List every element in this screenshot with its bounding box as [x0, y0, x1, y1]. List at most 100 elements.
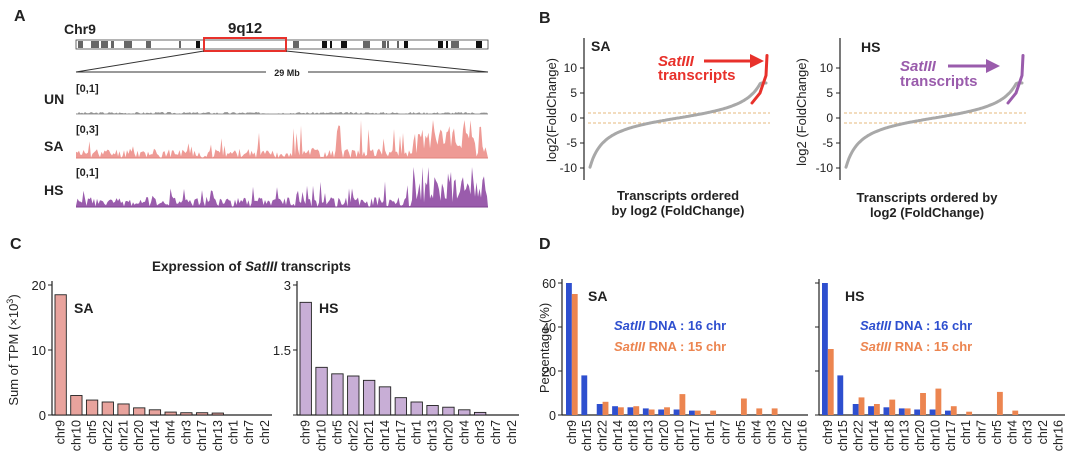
c2-xtick-label-chr17: chr17	[394, 420, 408, 451]
b2-x-label-line2: log2 (FoldChange)	[870, 205, 984, 220]
b1-y-ticks: 10 5 0 -5 -10	[560, 61, 584, 175]
c1-xtick-label-chr17: chr17	[195, 420, 209, 451]
ideogram-band-18	[446, 41, 448, 48]
d2-xtick-label-chr17: chr17	[944, 420, 958, 451]
d1-xtick-label-chr16: chr16	[795, 420, 809, 451]
ideogram-band-17	[438, 41, 443, 48]
c1-bar-chr5	[85, 399, 99, 416]
c2-bar-chr4	[458, 409, 471, 416]
ideogram-band-16	[404, 41, 408, 48]
b1-sorted-curve	[588, 81, 768, 169]
c2-xtick-label-chr1: chr1	[410, 420, 424, 444]
c2-bar-chr9	[299, 301, 312, 416]
track-range-hs: [0,1]	[76, 167, 99, 179]
d2-bar-rna-chr4	[1012, 410, 1019, 415]
d2-bar-dna-chr20	[914, 409, 921, 415]
d2-condition-label: HS	[845, 288, 864, 304]
d1-ytick-label-1: 20	[542, 365, 556, 379]
d2-xtick-label-chr4: chr4	[1005, 420, 1019, 444]
ideogram-band-13	[382, 41, 386, 48]
ideogram-band-4	[124, 41, 132, 48]
d2-xtick-label-chr5: chr5	[990, 420, 1004, 444]
d2-xtick-label-chr2: chr2	[1036, 420, 1050, 444]
d1-bar-dna-chr9	[566, 283, 572, 415]
chromosome-ideogram	[75, 39, 489, 50]
c1-bar-chr3	[180, 412, 193, 416]
d1-bar-rna-chr20	[664, 407, 670, 415]
d2-legend-dna: SatIII DNA : 16 chr	[860, 318, 972, 333]
d2-xtick-label-chr18: chr18	[882, 420, 896, 451]
ideogram-band-14	[387, 41, 389, 48]
d2-bar-dna-chr18	[883, 407, 890, 415]
c1-xtick-label-chr4: chr4	[164, 420, 178, 444]
d1-ytick-label-2: 40	[542, 321, 556, 335]
d2-bar-dna-chr14	[868, 406, 874, 415]
track-label-un: UN	[44, 91, 64, 107]
d2-bar-rna-chr9	[827, 349, 834, 415]
d2-bar-dna-chr17	[945, 410, 951, 415]
d1-xtick-label-chr4: chr4	[749, 420, 763, 444]
b1-gene-name: SatIII	[658, 53, 695, 70]
b1-ytick-label-1: 5	[570, 86, 577, 100]
d2-bar-rna-chr10	[935, 388, 942, 415]
b1-ytick-label-3: -5	[566, 136, 577, 150]
c2-xtick-label-chr2: chr2	[505, 420, 519, 444]
d1-bar-rna-chr18	[633, 406, 640, 415]
d2-bar-rna-chr14	[873, 404, 880, 415]
ideogram-band-0	[78, 41, 83, 48]
d1-xtick-label-chr7: chr7	[719, 420, 733, 444]
c1-xtick-label-chr20: chr20	[132, 420, 146, 451]
d1-xtick-label-chr1: chr1	[703, 420, 717, 444]
c2-bar-chr3	[473, 411, 487, 416]
d1-bar-rna-chr3	[771, 408, 778, 415]
d2-bar-dna-chr15	[837, 375, 844, 415]
d1-ytick-label-3: 60	[542, 277, 556, 291]
b1-arrow-head	[750, 54, 764, 68]
d2-bar-rna-chr18	[889, 399, 896, 415]
waterfall-plot-hs: 10 5 0 -5 -10 HS SatIII transcripts log2 (Fo…	[794, 38, 1026, 220]
d1-xtick-label-chr22: chr22	[596, 420, 610, 451]
b1-condition: SA	[591, 38, 610, 54]
c2-xtick-label-chr9: chr9	[299, 420, 313, 444]
d1-bar-rna-chr10	[679, 394, 686, 415]
d1-bar-dna-chr14	[612, 406, 618, 415]
c2-xtick-label-chr22: chr22	[346, 420, 360, 451]
c2-xtick-label-chr21: chr21	[362, 420, 376, 451]
c1-bar-chr17	[195, 412, 209, 416]
d1-xtick-label-chr15: chr15	[580, 420, 594, 451]
d2-legend-rna: SatIII RNA : 15 chr	[860, 339, 972, 354]
d1-bar-rna-chr4	[756, 408, 763, 415]
c2-bar-chr13	[426, 405, 439, 416]
d2-bar-rna-chr22	[858, 397, 865, 415]
b2-ytick-label-0: 10	[820, 61, 834, 75]
c1-bar-chr4	[164, 411, 177, 416]
d2-bar-rna-chr20	[920, 393, 926, 415]
d1-bar-dna-chr15	[581, 375, 588, 415]
c1-xtick-label-chr13: chr13	[211, 420, 225, 451]
c1-bar-chr21	[117, 403, 130, 416]
b2-ytick-label-3: -5	[822, 136, 833, 150]
panel-b-label: B	[539, 10, 551, 27]
c2-xtick-label-chr3: chr3	[473, 420, 487, 444]
d2-xtick-label-chr7: chr7	[975, 420, 989, 444]
b1-satiii-points	[750, 54, 769, 105]
c2-bar-chr22	[347, 375, 360, 416]
d1-xtick-label-chr3: chr3	[765, 420, 779, 444]
d1-bar-dna-chr18	[627, 407, 634, 415]
c2-ytick-label-1: 1.5	[273, 343, 291, 358]
bar-chart-c-sa: 0 10 20 SA chr9 chr10 chr5 chr22 chr21 chr20 chr14…	[32, 278, 272, 451]
c2-bar-chr10	[315, 366, 328, 416]
b2-x-label-line1: Transcripts ordered by	[857, 190, 999, 205]
b2-ytick-label-1: 5	[826, 86, 833, 100]
ideogram-band-11	[341, 41, 347, 48]
c2-xtick-label-chr13: chr13	[426, 420, 440, 451]
d1-bar-dna-chr20	[658, 409, 665, 415]
d1-legend-rna: SatIII RNA : 15 chr	[614, 339, 726, 354]
c1-xtick-label-chr2: chr2	[258, 420, 272, 444]
d1-xtick-label-chr5: chr5	[734, 420, 748, 444]
ideogram-band-8	[293, 41, 299, 48]
c2-condition-label: HS	[319, 300, 338, 316]
d1-xtick-label-chr2: chr2	[780, 420, 794, 444]
